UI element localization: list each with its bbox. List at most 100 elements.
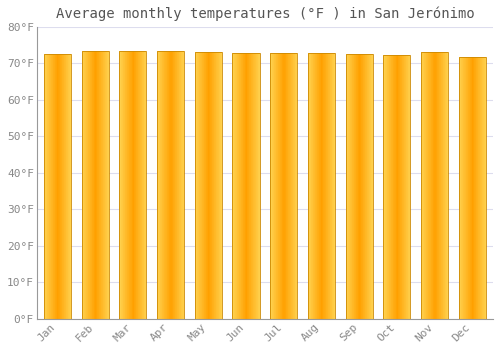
Bar [157,51,184,319]
Bar [293,53,294,319]
Bar [217,52,218,319]
Bar [357,54,358,319]
Bar [386,55,388,319]
Bar [259,54,260,319]
Bar [481,57,482,319]
Bar [325,54,326,319]
Bar [138,50,139,319]
Bar [393,55,394,319]
Bar [438,51,440,319]
Bar [394,55,395,319]
Bar [390,55,391,319]
Bar [167,51,168,319]
Bar [364,54,366,319]
Bar [287,53,288,319]
Bar [463,57,464,319]
Bar [102,51,104,319]
Bar [321,54,322,319]
Bar [54,54,56,319]
Bar [421,51,422,319]
Bar [283,53,284,319]
Bar [312,54,314,319]
Bar [98,51,100,319]
Bar [242,54,244,319]
Bar [274,53,275,319]
Bar [446,51,447,319]
Bar [366,54,368,319]
Bar [347,54,348,319]
Bar [140,50,141,319]
Bar [104,51,106,319]
Bar [282,53,283,319]
Bar [333,54,334,319]
Bar [296,53,298,319]
Bar [432,51,433,319]
Bar [276,53,277,319]
Bar [476,57,477,319]
Bar [428,51,429,319]
Bar [94,51,95,319]
Bar [200,52,201,319]
Bar [465,57,466,319]
Bar [359,54,360,319]
Bar [214,52,215,319]
Bar [83,51,84,319]
Bar [141,50,142,319]
Bar [396,55,397,319]
Bar [469,57,470,319]
Bar [361,54,362,319]
Bar [248,54,250,319]
Bar [145,50,146,319]
Bar [134,50,135,319]
Bar [477,57,478,319]
Bar [332,54,333,319]
Bar [255,54,256,319]
Bar [209,52,210,319]
Bar [409,55,410,319]
Bar [326,54,327,319]
Bar [137,50,138,319]
Bar [129,50,130,319]
Bar [285,53,286,319]
Bar [61,54,62,319]
Bar [208,52,209,319]
Bar [278,53,279,319]
Bar [122,50,124,319]
Bar [308,54,309,319]
Bar [108,51,109,319]
Bar [421,51,448,319]
Bar [426,51,427,319]
Bar [68,54,69,319]
Bar [85,51,86,319]
Bar [362,54,363,319]
Bar [273,53,274,319]
Bar [290,53,291,319]
Bar [166,51,167,319]
Bar [434,51,436,319]
Bar [447,51,448,319]
Bar [210,52,211,319]
Bar [233,54,234,319]
Bar [257,54,258,319]
Bar [423,51,424,319]
Bar [127,50,128,319]
Bar [288,53,289,319]
Bar [201,52,202,319]
Bar [442,51,444,319]
Bar [328,54,329,319]
Bar [174,51,176,319]
Bar [199,52,200,319]
Bar [133,50,134,319]
Bar [136,50,137,319]
Bar [308,54,335,319]
Bar [165,51,166,319]
Bar [48,54,50,319]
Bar [271,53,272,319]
Bar [126,50,127,319]
Bar [474,57,475,319]
Bar [194,52,222,319]
Bar [471,57,472,319]
Bar [128,50,129,319]
Bar [355,54,356,319]
Bar [275,53,276,319]
